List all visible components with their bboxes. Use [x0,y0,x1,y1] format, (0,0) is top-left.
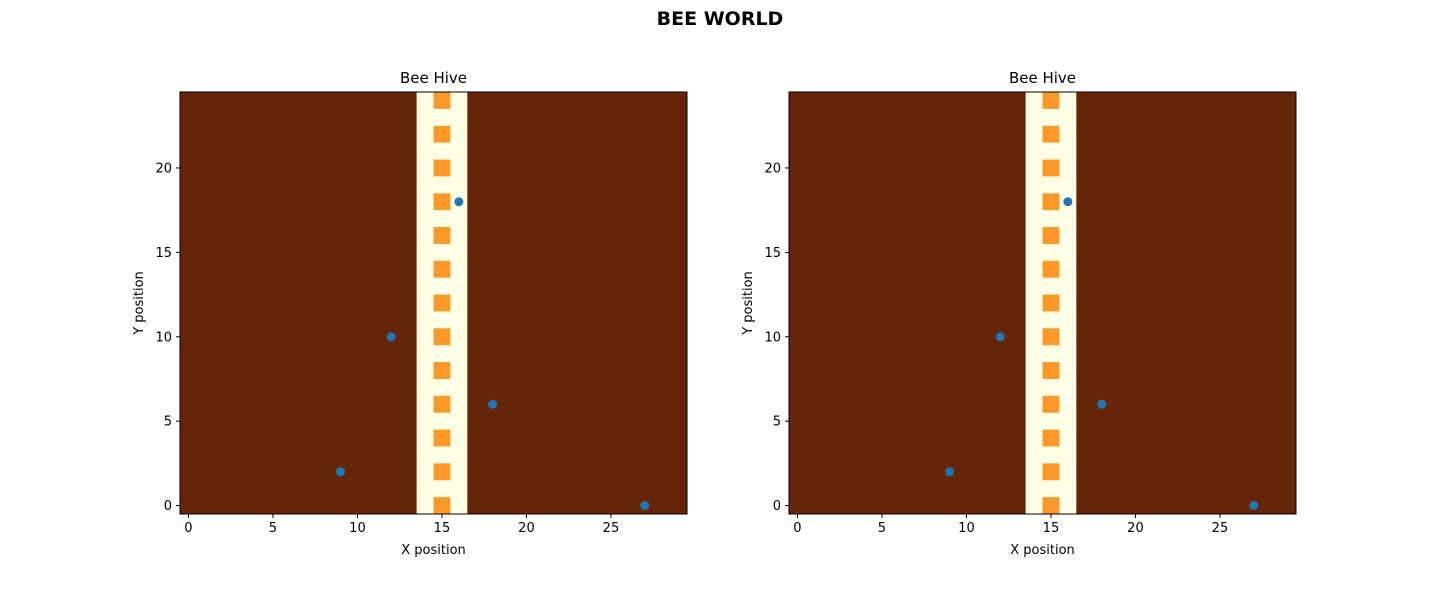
x-tick-label: 5 [878,521,886,536]
y-tick-label: 5 [164,415,172,430]
y-tick-label: 5 [773,415,781,430]
hive-cell [1042,429,1060,447]
hive-image [789,92,1296,514]
hive-cell [1042,227,1060,244]
bee-points [336,197,650,511]
bee-point [1249,501,1259,511]
figure-title: BEE WORLD [656,8,784,30]
hive-cell [1042,260,1060,278]
bee-points [945,197,1259,511]
hive-cell [433,294,451,312]
hive-cell [433,395,451,413]
hive-cell [1042,395,1060,413]
hive-cell [433,125,451,143]
y-tick-label: 20 [764,161,781,176]
y-axis-label: Y position [741,271,756,336]
y-axis-ticks: 0 5 10 15 20 [155,161,180,514]
y-axis-label: Y position [132,271,147,336]
y-tick-label: 10 [764,330,781,345]
hive-cell [433,362,451,379]
bee-point [386,332,396,342]
x-tick-label: 25 [603,521,620,536]
hive-cell [1042,193,1060,211]
x-tick-label: 10 [958,521,975,536]
hive-cell [1042,159,1060,177]
hive-cell [433,227,451,244]
chart-title: Bee Hive [400,69,467,87]
hive-cell [433,429,451,447]
bee-point [995,332,1005,342]
x-axis-ticks: 0 5 10 15 20 25 [793,514,1228,536]
hive-cell [1042,125,1060,143]
hive-cell [433,260,451,278]
hive-cell [1042,463,1060,481]
hive-cell [1042,294,1060,312]
hive-cell [1042,92,1060,109]
bee-point [1097,399,1107,409]
x-axis-label: X position [1010,543,1075,558]
bee-point [1063,197,1073,207]
y-tick-label: 0 [164,499,172,514]
y-axis-ticks: 0 5 10 15 20 [764,161,789,514]
hive-cell [1042,362,1060,379]
chart-title: Bee Hive [1009,69,1076,87]
hive-cell [1042,497,1060,514]
x-tick-label: 15 [1043,521,1060,536]
hive-cell [433,193,451,211]
bee-point [454,197,464,207]
hive-cell [433,463,451,481]
x-tick-label: 15 [434,521,451,536]
bee-point [488,399,498,409]
hive-cell [433,92,451,109]
hive-cell [433,497,451,514]
x-tick-label: 10 [349,521,366,536]
axes-frame [179,91,688,515]
x-tick-label: 20 [518,521,535,536]
hive-cell [1042,328,1060,346]
y-tick-label: 10 [155,330,172,345]
bee-point [640,501,650,511]
hive-image [180,92,687,514]
x-tick-label: 5 [269,521,277,536]
x-axis-ticks: 0 5 10 15 20 25 [184,514,619,536]
axes-frame [788,91,1297,515]
hive-cell [433,159,451,177]
bee-point [945,467,955,477]
hive-cell [433,328,451,346]
y-tick-label: 15 [764,246,781,261]
y-tick-label: 20 [155,161,172,176]
y-tick-label: 0 [773,499,781,514]
x-tick-label: 0 [793,521,801,536]
y-tick-label: 15 [155,246,172,261]
bee-point [336,467,346,477]
x-axis-label: X position [401,543,466,558]
x-tick-label: 20 [1127,521,1144,536]
x-tick-label: 0 [184,521,192,536]
x-tick-label: 25 [1212,521,1229,536]
